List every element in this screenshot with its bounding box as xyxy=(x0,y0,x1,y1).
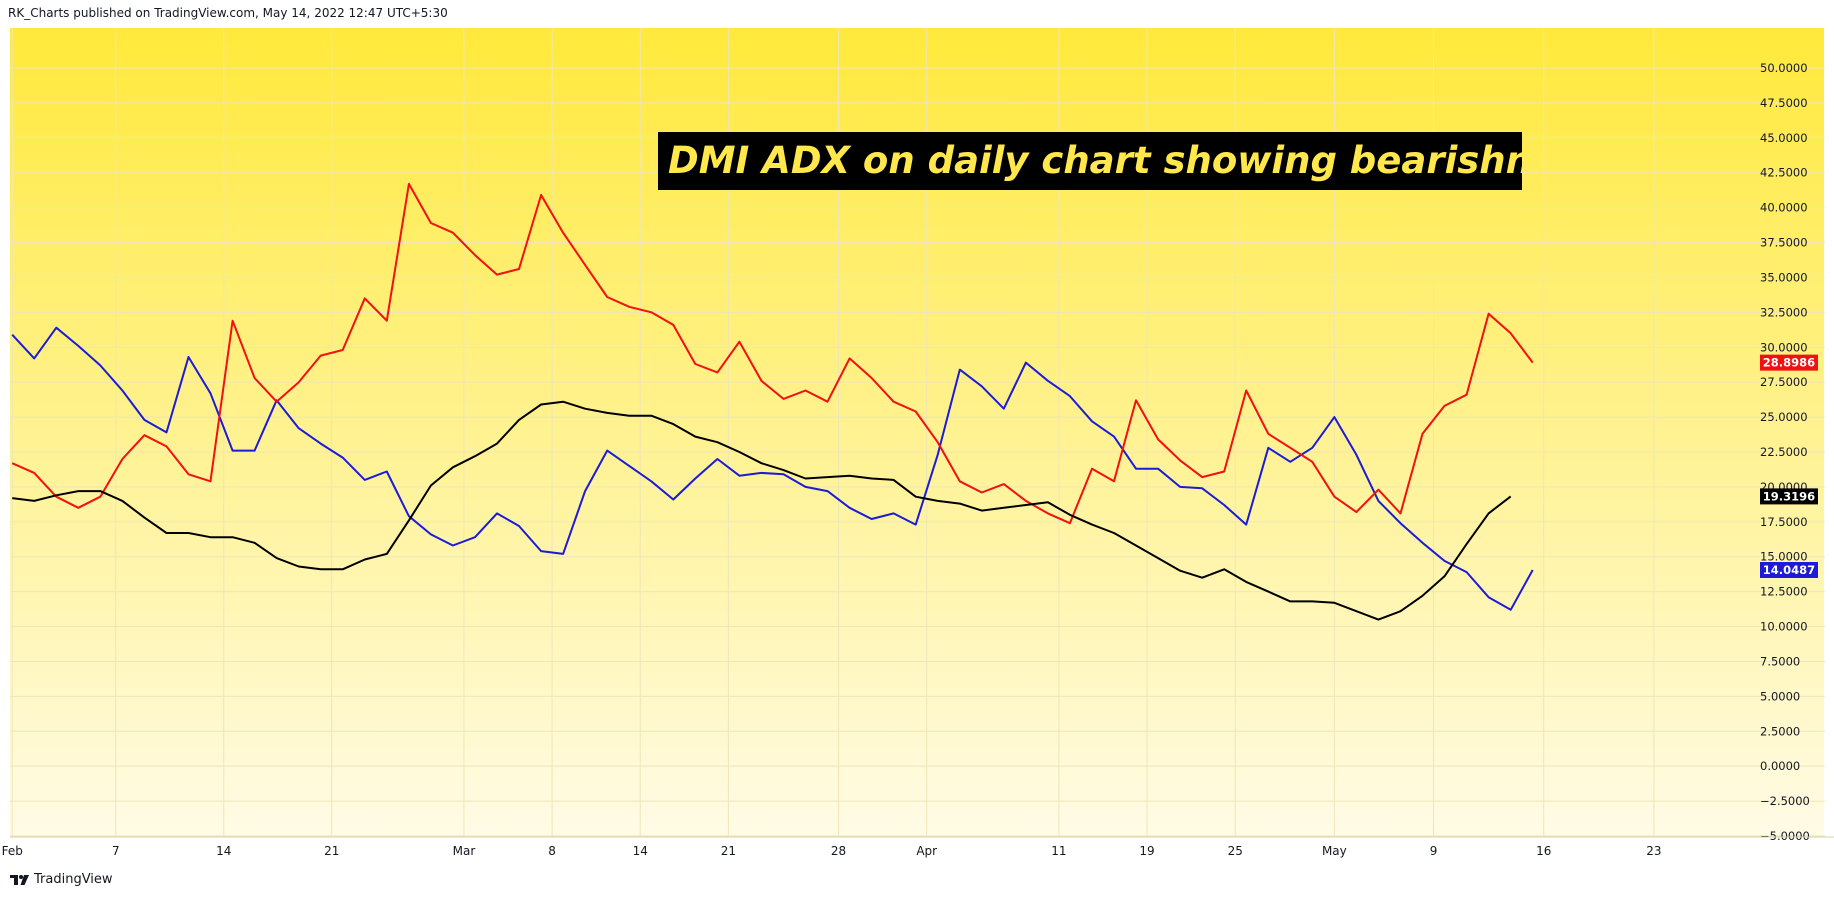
tradingview-logo-icon xyxy=(10,874,29,885)
x-tick-label: May xyxy=(1322,844,1347,858)
x-tick-label: 9 xyxy=(1430,844,1438,858)
x-tick-label: 8 xyxy=(548,844,556,858)
x-tick-label: Feb xyxy=(2,844,23,858)
y-tick-label: 27.5000 xyxy=(1760,375,1808,389)
y-tick-label: 35.0000 xyxy=(1760,270,1808,284)
y-tick-label: 45.0000 xyxy=(1760,131,1808,145)
x-tick-label: 16 xyxy=(1536,844,1551,858)
x-tick-label: Mar xyxy=(453,844,476,858)
price-tag-minus-di xyxy=(1760,354,1818,371)
price-tag-adx xyxy=(1760,488,1818,505)
x-tick-label: 11 xyxy=(1051,844,1066,858)
price-tag-label: 28.8986 xyxy=(1763,356,1815,370)
series-line-adx xyxy=(12,400,1512,621)
price-tag-plusminus-di xyxy=(1760,561,1818,578)
y-tick-label: 17.5000 xyxy=(1760,515,1808,529)
footer-brand[interactable]: TradingView xyxy=(10,872,113,887)
y-tick-label: 47.5000 xyxy=(1760,96,1808,110)
x-tick-label: Apr xyxy=(916,844,937,858)
price-tag-label: 19.3196 xyxy=(1763,489,1815,503)
y-tick-label: 2.5000 xyxy=(1760,724,1800,738)
x-tick-label: 25 xyxy=(1228,844,1243,858)
x-tick-label: 21 xyxy=(324,844,339,858)
y-tick-label: 30.0000 xyxy=(1760,340,1808,354)
series-lines xyxy=(11,182,1534,621)
price-tag-label: 14.0487 xyxy=(1763,563,1815,577)
y-tick-label: −5.0000 xyxy=(1760,829,1810,843)
y-tick-label: 50.0000 xyxy=(1760,61,1808,75)
series-line-minus-di xyxy=(11,182,1534,525)
x-tick-label: 14 xyxy=(216,844,231,858)
series-line-plusminus-di xyxy=(11,326,1534,611)
y-tick-label: 25.0000 xyxy=(1760,410,1808,424)
footer-brand-label: TradingView xyxy=(34,872,113,887)
y-tick-label: 12.5000 xyxy=(1760,585,1808,599)
x-tick-label: 21 xyxy=(721,844,736,858)
x-tick-label: 14 xyxy=(633,844,648,858)
y-tick-label: 10.0000 xyxy=(1760,620,1808,634)
y-tick-label: 15.0000 xyxy=(1760,550,1808,564)
x-tick-label: 7 xyxy=(112,844,120,858)
x-tick-label: 28 xyxy=(831,844,846,858)
y-tick-label: 22.5000 xyxy=(1760,445,1808,459)
y-tick-label: 0.0000 xyxy=(1760,759,1800,773)
price-tags: 14.0487 28.8986 19.3196 xyxy=(1760,354,1818,578)
y-tick-label: 5.0000 xyxy=(1760,689,1800,703)
y-tick-label: 7.5000 xyxy=(1760,654,1800,668)
x-tick-label: 23 xyxy=(1646,844,1661,858)
x-axis[interactable]: Feb 7 14 21 Mar 8 14 21 28 Apr 11 19 25 May 9 16 23 xyxy=(2,836,1834,858)
annotation-banner: DMI ADX on daily chart showing bearishne… xyxy=(658,132,1522,190)
publisher-header: RK_Charts published on TradingView.com, … xyxy=(8,6,448,20)
y-tick-label: 42.5000 xyxy=(1760,166,1808,180)
y-tick-label: 37.5000 xyxy=(1760,236,1808,250)
y-tick-label: 32.5000 xyxy=(1760,305,1808,319)
y-axis[interactable]: 50.0000 47.5000 45.0000 42.5000 40.0000 37.50… xyxy=(1760,61,1810,843)
y-tick-label: 40.0000 xyxy=(1760,201,1808,215)
y-tick-label: −2.5000 xyxy=(1760,794,1810,808)
x-tick-label: 19 xyxy=(1139,844,1154,858)
